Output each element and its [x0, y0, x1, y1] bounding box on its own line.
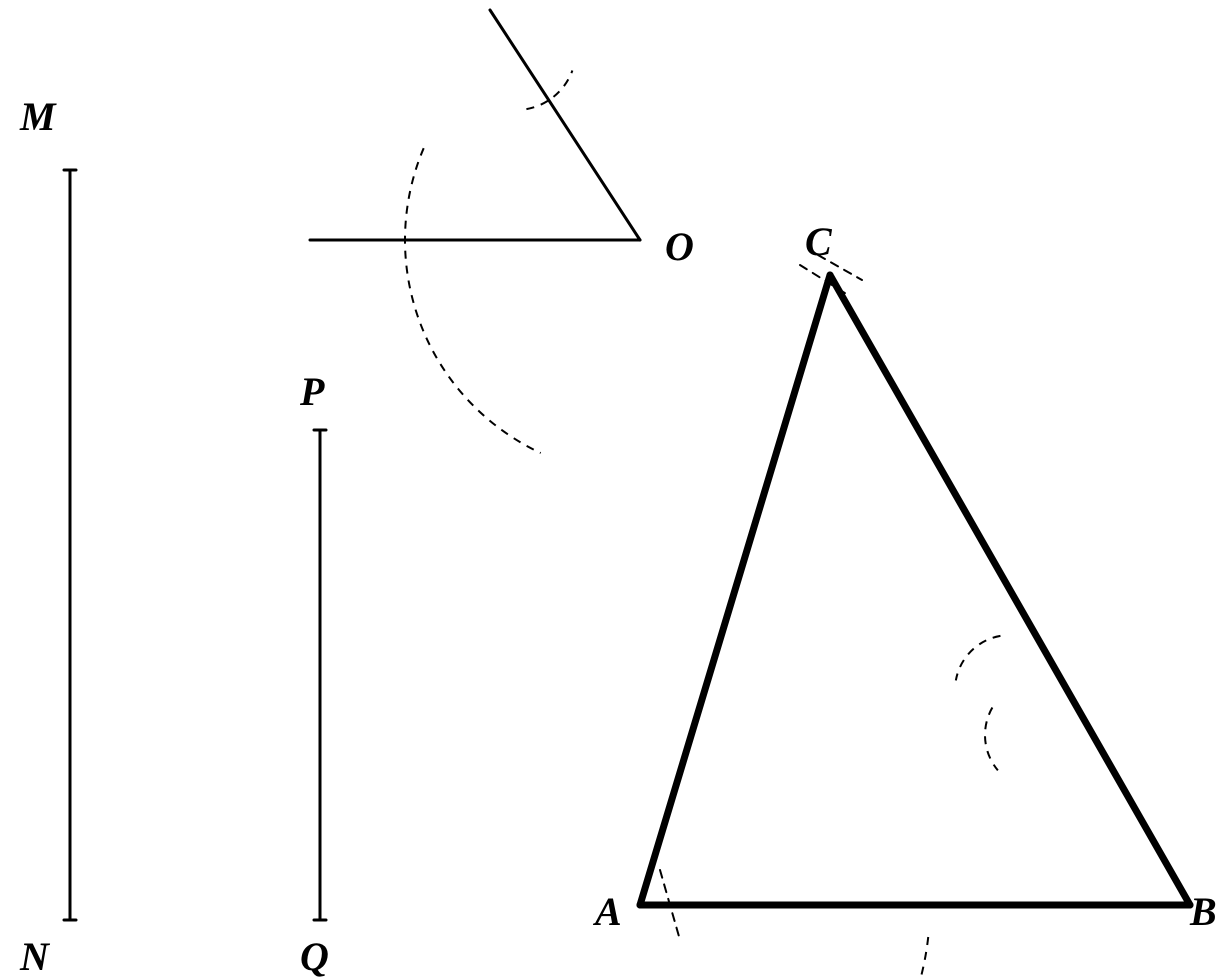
tick-on-bc-2 — [985, 708, 998, 771]
label-c: C — [805, 219, 833, 264]
label-p: P — [299, 369, 325, 414]
label-n: N — [19, 934, 51, 979]
label-o: O — [665, 224, 694, 269]
side-bc — [830, 275, 1190, 905]
angle-o-construction-arc — [405, 148, 541, 453]
segment-mn: MN — [19, 94, 57, 979]
tick-on-bc-1 — [956, 636, 1001, 681]
angle-o-ray-oblique — [490, 10, 640, 240]
label-q: Q — [300, 934, 329, 979]
label-m: M — [19, 94, 57, 139]
label-a: A — [592, 889, 622, 934]
side-ca — [640, 275, 830, 905]
arc-at-a — [665, 930, 929, 980]
label-b: B — [1189, 889, 1217, 934]
